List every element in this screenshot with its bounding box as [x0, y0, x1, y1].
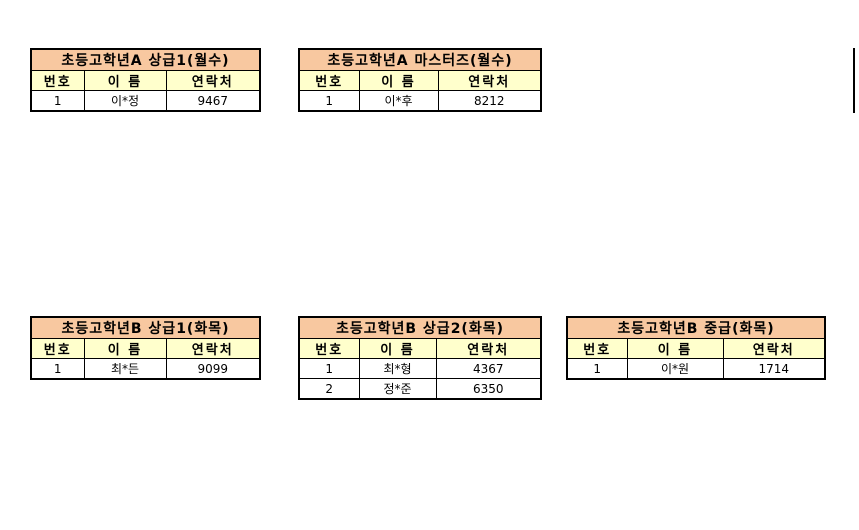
- cell-name[interactable]: 최*든: [83, 358, 167, 380]
- header-cell-no[interactable]: 번호: [298, 70, 360, 91]
- roster-table-grade-a-advanced-1: 초등고학년A 상급1(월수) 번호 이 름 연락처 1 이*정 9467: [30, 48, 261, 112]
- header-cell-name[interactable]: 이 름: [358, 338, 437, 359]
- cell-no[interactable]: 1: [30, 358, 85, 380]
- header-cell-name[interactable]: 이 름: [358, 70, 439, 91]
- cell-name[interactable]: 이*후: [358, 90, 439, 112]
- table-row: 2 정*준 6350: [298, 378, 542, 400]
- header-cell-name[interactable]: 이 름: [83, 338, 167, 359]
- table-title-cell[interactable]: 초등고학년A 마스터즈(월수): [298, 48, 542, 71]
- table-row: 1 이*후 8212: [298, 90, 542, 112]
- cell-name[interactable]: 이*원: [626, 358, 724, 380]
- cell-name[interactable]: 최*형: [358, 358, 437, 379]
- table-title-cell[interactable]: 초등고학년B 상급1(화목): [30, 316, 261, 339]
- header-cell-no[interactable]: 번호: [30, 338, 85, 359]
- header-cell-no[interactable]: 번호: [298, 338, 360, 359]
- header-cell-contact[interactable]: 연락처: [437, 70, 542, 91]
- header-cell-contact[interactable]: 연락처: [435, 338, 542, 359]
- cell-no[interactable]: 1: [298, 358, 360, 379]
- header-cell-name[interactable]: 이 름: [83, 70, 167, 91]
- roster-table-grade-b-advanced-2: 초등고학년B 상급2(화목) 번호 이 름 연락처 1 최*형 4367 2 정…: [298, 316, 542, 400]
- cell-no[interactable]: 1: [298, 90, 360, 112]
- cell-contact[interactable]: 9467: [165, 90, 261, 112]
- table-title-cell[interactable]: 초등고학년A 상급1(월수): [30, 48, 261, 71]
- roster-table-grade-b-intermediate: 초등고학년B 중급(화목) 번호 이 름 연락처 1 이*원 1714: [566, 316, 826, 380]
- cell-name[interactable]: 이*정: [83, 90, 167, 112]
- header-cell-contact[interactable]: 연락처: [722, 338, 826, 359]
- cell-contact[interactable]: 8212: [437, 90, 542, 112]
- cell-contact[interactable]: 6350: [435, 378, 542, 400]
- header-cell-no[interactable]: 번호: [30, 70, 85, 91]
- cell-no[interactable]: 1: [30, 90, 85, 112]
- table-row: 1 이*정 9467: [30, 90, 261, 112]
- header-cell-no[interactable]: 번호: [566, 338, 628, 359]
- header-cell-contact[interactable]: 연락처: [165, 338, 261, 359]
- cell-no[interactable]: 2: [298, 378, 360, 400]
- header-cell-contact[interactable]: 연락처: [165, 70, 261, 91]
- cell-contact[interactable]: 9099: [165, 358, 261, 380]
- adjacent-table-border-fragment: [853, 48, 855, 113]
- table-row: 1 최*형 4367: [298, 358, 542, 379]
- cell-contact[interactable]: 4367: [435, 358, 542, 379]
- header-cell-name[interactable]: 이 름: [626, 338, 724, 359]
- table-row: 1 최*든 9099: [30, 358, 261, 380]
- roster-table-grade-a-masters: 초등고학년A 마스터즈(월수) 번호 이 름 연락처 1 이*후 8212: [298, 48, 542, 112]
- roster-table-grade-b-advanced-1: 초등고학년B 상급1(화목) 번호 이 름 연락처 1 최*든 9099: [30, 316, 261, 380]
- cell-contact[interactable]: 1714: [722, 358, 826, 380]
- cell-no[interactable]: 1: [566, 358, 628, 380]
- cell-name[interactable]: 정*준: [358, 378, 437, 400]
- table-title-cell[interactable]: 초등고학년B 중급(화목): [566, 316, 826, 339]
- table-title-cell[interactable]: 초등고학년B 상급2(화목): [298, 316, 542, 339]
- table-row: 1 이*원 1714: [566, 358, 826, 380]
